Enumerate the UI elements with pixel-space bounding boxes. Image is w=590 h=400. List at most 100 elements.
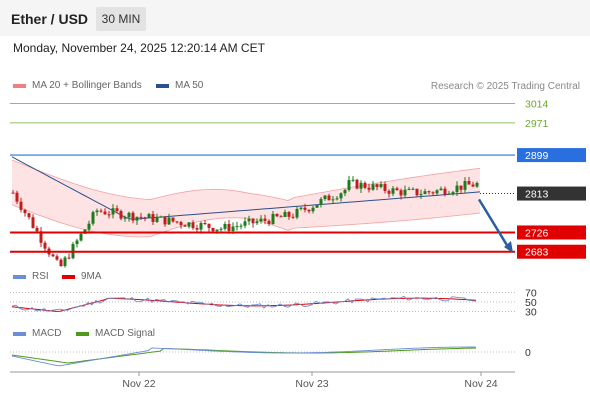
projection-arrow-head [504,241,513,254]
candle-body [55,256,59,260]
price-tag-box-2813 [517,186,586,201]
candle-body [283,211,287,217]
price-tag-3014: 3014 [525,99,549,111]
candle-body [227,224,231,231]
candle-body [451,192,455,194]
candle-body [255,221,259,224]
ma50-legend-label: MA 50 [175,80,204,91]
candle-body [375,184,379,187]
candle-body [31,217,35,228]
candle-body [383,184,387,191]
candle-body [11,192,15,194]
candle-body [391,188,395,194]
x-tick-label: Nov 23 [295,378,328,390]
candle-body [267,220,271,224]
candle-body [307,209,311,212]
candle-body [327,195,331,201]
candle-body [147,214,151,218]
candle-body [415,188,419,196]
candle-body [39,231,43,243]
rsi-legend-swatch [13,275,26,279]
x-tick-label: Nov 22 [122,378,155,390]
candle-body [379,184,383,187]
candle-body [167,217,171,225]
candle-body [411,188,415,190]
candle-body [87,223,91,230]
candle-body [251,218,255,224]
candle-body [339,193,343,199]
candle-body [371,184,375,190]
candle-body [163,216,167,225]
candle-body [211,227,215,232]
candle-body [439,188,443,191]
candle-body [295,208,299,218]
rsi-ma-line [11,297,477,312]
candle-body [271,213,275,224]
candle-body [103,211,107,215]
rsi-ma-legend-swatch [62,275,75,279]
candle-body [231,226,235,231]
rsi-line [11,295,477,312]
candle-body [423,191,427,195]
candle-body [159,216,163,218]
candle-body [447,193,451,195]
candle-body [403,189,407,196]
candle-body [407,188,411,190]
candle-body [99,210,103,212]
candle-body [435,190,439,194]
candle-body [143,217,147,219]
rsi-level-label-50: 50 [525,297,537,309]
candle-body [43,242,47,249]
candle-body [51,254,55,257]
candle-body [247,218,251,222]
candle-body [199,223,203,230]
candle-body [303,207,307,210]
candle-body [239,225,243,227]
bb-legend-label: MA 20 + Bollinger Bands [32,80,142,91]
candle-body [127,212,131,218]
rsi-legend-label: RSI [32,271,49,282]
candle-body [347,180,351,190]
price-tag-2813: 2813 [525,189,549,201]
timestamp: Monday, November 24, 2025 12:20:14 AM CE… [13,41,265,55]
candle-body [335,198,339,200]
candle-body [95,210,99,213]
candle-body [19,201,23,210]
candle-body [79,233,83,241]
timeframe-button[interactable]: 30 MIN [96,7,146,31]
candle-body [219,228,223,230]
rsi-level-label-30: 30 [525,307,537,319]
candle-body [343,189,347,194]
candle-body [315,204,319,208]
candle-body [475,182,479,187]
macd-legend-swatch [13,332,26,336]
bb-legend-swatch [13,84,26,88]
candle-body [387,190,391,194]
candle-body [35,227,39,232]
instrument-title: Ether / USD [11,11,89,27]
candle-body [67,257,71,259]
candle-body [363,182,367,188]
candle-body [123,217,127,219]
candle-body [107,214,111,216]
candle-body [243,221,247,226]
candle-body [463,180,467,190]
price-tag-box-2683 [517,244,586,259]
candle-body [443,188,447,195]
candle-body [291,216,295,218]
candle-body [195,228,199,230]
ma50-line [11,156,481,220]
bollinger-upper-line [11,159,481,201]
candle-body [111,208,115,215]
candle-body [263,218,267,221]
candle-body [155,217,159,222]
x-tick-label: Nov 24 [464,378,497,390]
price-tag-2899: 2899 [525,150,549,162]
candle-body [191,222,195,229]
rsi-level-label-70: 70 [525,287,537,299]
candle-body [119,210,123,219]
header-bar: Ether / USD 30 MIN [0,0,590,36]
candle-body [427,191,431,193]
